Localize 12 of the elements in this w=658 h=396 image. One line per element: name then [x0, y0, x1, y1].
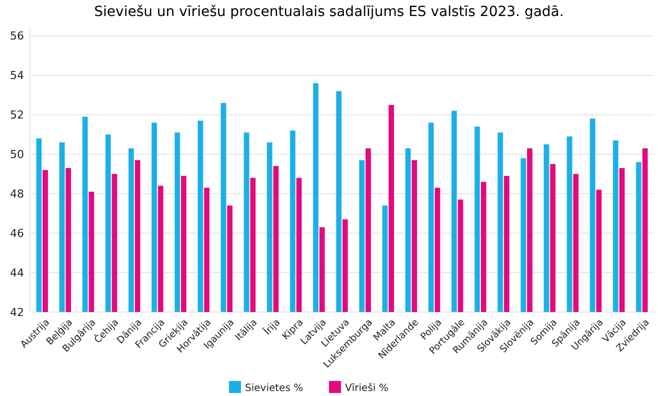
x-tick-label: Īrija	[262, 316, 283, 338]
legend-label: Sievietes %	[245, 383, 304, 394]
y-tick-label: 56	[10, 30, 24, 43]
y-tick-label: 46	[10, 226, 24, 240]
y-tick-label: 52	[10, 108, 24, 122]
y-tick-label: 42	[10, 306, 24, 319]
y-tick-label: 50	[10, 148, 24, 162]
y-tick-label: 48	[10, 188, 24, 201]
y-tick-label: 44	[10, 266, 24, 280]
y-tick-label: 54	[10, 69, 24, 82]
chart-title: Sieviešu un vīriešu procentualais sadalījums ES valstīs 2023. gadā.	[94, 4, 564, 20]
legend-label: Vīrieši %	[345, 383, 388, 394]
